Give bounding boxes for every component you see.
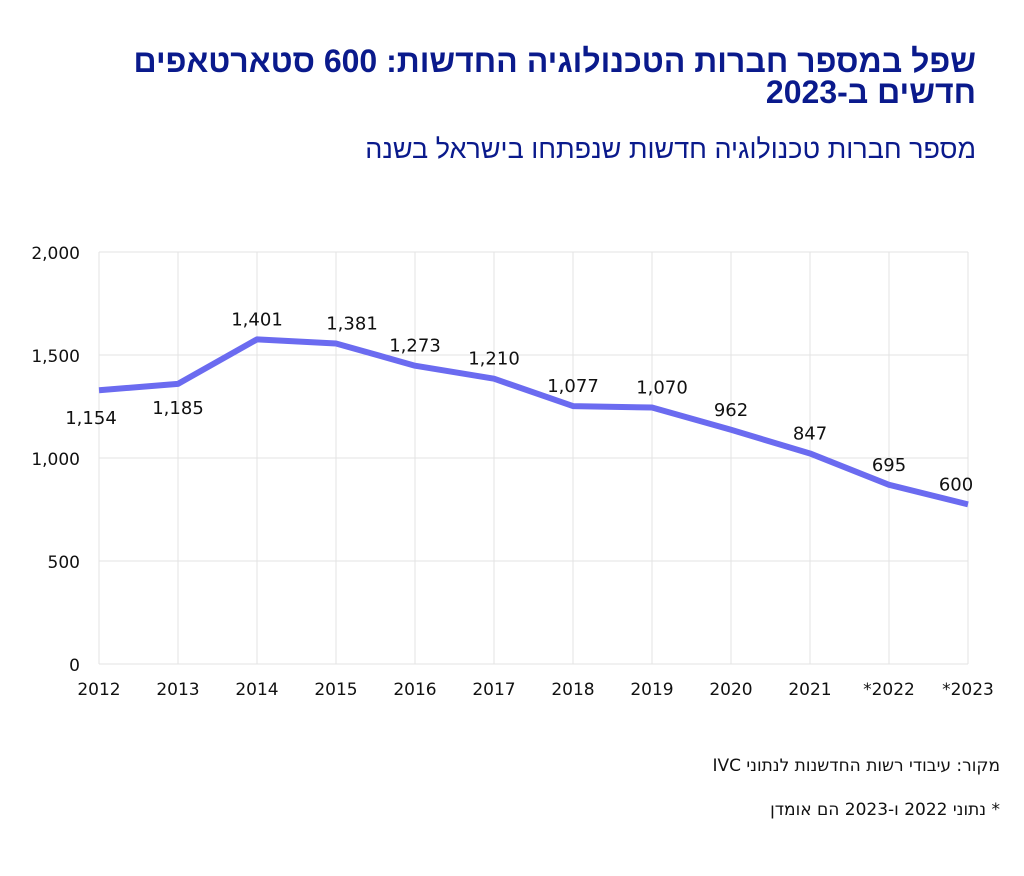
- x-tick-label: *2022: [863, 680, 915, 700]
- data-label: 1,401: [231, 309, 283, 330]
- x-tick-label: 2012: [77, 680, 120, 700]
- data-label: 1,070: [636, 378, 688, 399]
- line-chart: 0 500 1,000 1,500 2,000 2012 2013 2014 2015 2016 2…: [31, 244, 994, 700]
- data-label: 1,381: [326, 313, 378, 334]
- x-tick-label: 2013: [156, 680, 199, 700]
- data-label: 1,154: [65, 408, 117, 429]
- x-tick-label: 2020: [709, 680, 752, 700]
- x-tick-label: 2021: [788, 680, 831, 700]
- y-tick-label: 2,000: [31, 244, 80, 264]
- source-note: מקור: עיבודי רשות החדשנות לנתוני IVC: [712, 756, 1000, 776]
- data-label: 600: [939, 474, 973, 495]
- x-tick-label: 2018: [551, 680, 594, 700]
- data-label: 1,185: [152, 398, 204, 419]
- data-label: 1,273: [389, 336, 441, 357]
- data-label: 695: [872, 455, 906, 476]
- data-label: 847: [793, 423, 827, 444]
- y-tick-label: 0: [69, 656, 80, 676]
- data-label: 1,077: [547, 376, 599, 397]
- x-tick-label: 2016: [393, 680, 436, 700]
- x-tick-label: *2023: [942, 680, 994, 700]
- x-tick-label: 2014: [235, 680, 278, 700]
- chart-subtitle: מספר חברות טכנולוגיה חדשות שנפתחו בישראל…: [365, 134, 976, 164]
- data-label: 962: [714, 400, 748, 421]
- chart-title: שפל במספר חברות הטכנולוגיה החדשות: 600 ס…: [133, 43, 976, 110]
- data-label: 1,210: [468, 349, 520, 370]
- x-tick-label: 2015: [314, 680, 357, 700]
- estimate-footnote: * נתוני 2022 ו-2023 הם אומדן: [770, 800, 1000, 820]
- y-tick-label: 500: [48, 553, 80, 573]
- y-tick-label: 1,500: [31, 347, 80, 367]
- y-tick-label: 1,000: [31, 450, 80, 470]
- x-tick-label: 2017: [472, 680, 515, 700]
- x-tick-label: 2019: [630, 680, 673, 700]
- data-line: [98, 336, 969, 508]
